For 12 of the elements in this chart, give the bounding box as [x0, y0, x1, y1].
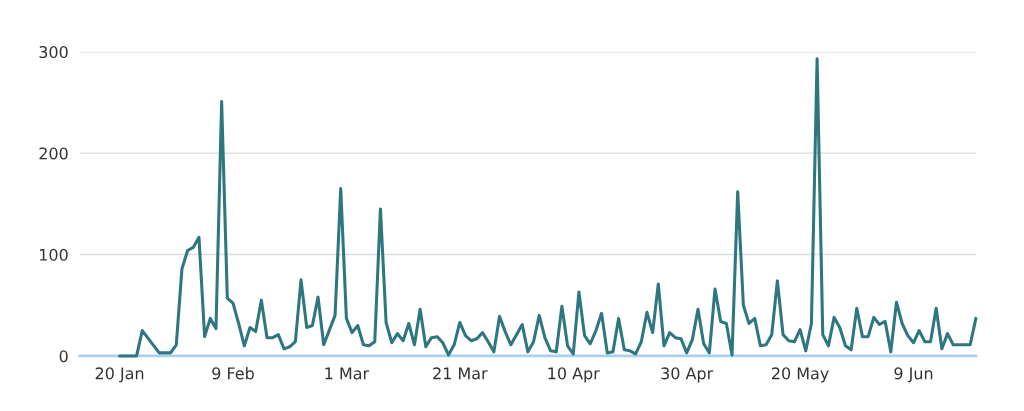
- x-tick-label: 9 Jun: [894, 367, 933, 383]
- y-tick-label: 0: [59, 350, 68, 363]
- y-tick-label: 200: [39, 147, 68, 160]
- y-tick-label: 300: [39, 46, 68, 59]
- x-tick-label: 20 May: [772, 367, 829, 383]
- x-tick-label: 9 Feb: [212, 367, 254, 380]
- x-tick-label: 1 Mar: [325, 367, 370, 380]
- y-tick-label: 100: [40, 248, 68, 261]
- x-tick-label: 21 Mar: [433, 367, 488, 380]
- x-tick-label: 20 Jan: [95, 367, 144, 383]
- x-tick-label: 30 Apr: [661, 367, 714, 383]
- x-tick-label: 10 Apr: [548, 367, 600, 383]
